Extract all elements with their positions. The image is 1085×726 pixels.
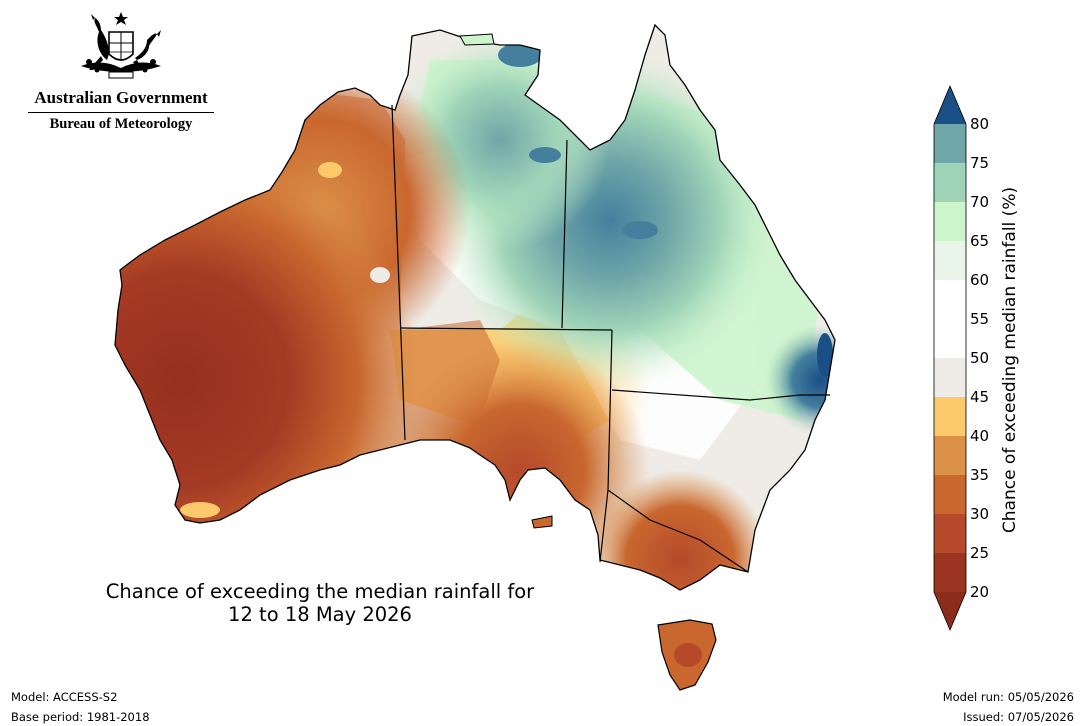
logo-divider bbox=[28, 112, 214, 113]
colorbar-bin-40-45 bbox=[934, 397, 966, 436]
colorbar-tick-30: 30 bbox=[970, 505, 990, 523]
colorbar-tick-25: 25 bbox=[970, 544, 990, 562]
colorbar-bin-25-30 bbox=[934, 514, 966, 553]
bureau-name: Bureau of Meteorology bbox=[49, 116, 193, 132]
tasmania bbox=[657, 619, 717, 691]
colorbar-tick-80: 80 bbox=[970, 115, 990, 133]
colorbar-bin-45-50 bbox=[934, 358, 966, 397]
melville-island bbox=[459, 33, 495, 46]
colorbar-tick-45: 45 bbox=[970, 388, 990, 406]
colorbar-under-arrow bbox=[934, 592, 966, 630]
colorbar bbox=[933, 84, 967, 632]
kangaroo-island bbox=[531, 515, 553, 529]
base-period-label: Base period: 1981-2018 bbox=[11, 710, 150, 724]
colorbar-bin-30-35 bbox=[934, 475, 966, 514]
colorbar-bin-55-60 bbox=[934, 280, 966, 319]
colorbar-label: Chance of exceeding median rainfall (%) bbox=[1000, 186, 1020, 534]
colorbar-bin-65-70 bbox=[934, 202, 966, 241]
colorbar-bin-35-40 bbox=[934, 436, 966, 475]
map-title: Chance of exceeding the median rainfall … bbox=[60, 580, 580, 626]
colorbar-tick-60: 60 bbox=[970, 271, 990, 289]
australia-rainfall-map bbox=[114, 24, 836, 691]
colorbar-tick-50: 50 bbox=[970, 349, 990, 367]
map-title-line1: Chance of exceeding the median rainfall … bbox=[105, 580, 535, 603]
coat-of-arms-icon bbox=[81, 12, 161, 79]
colorbar-tick-20: 20 bbox=[970, 583, 990, 601]
colorbar-over-arrow bbox=[934, 86, 966, 124]
colorbar-bin-20-25 bbox=[934, 553, 966, 592]
colorbar-bin-70-75 bbox=[934, 163, 966, 202]
colorbar-tick-65: 65 bbox=[970, 232, 990, 250]
map-title-line2: 12 to 18 May 2026 bbox=[228, 603, 412, 626]
state-borders bbox=[391, 104, 830, 573]
colorbar-tick-40: 40 bbox=[970, 427, 990, 445]
model-run-label: Model run: 05/05/2026 bbox=[942, 690, 1074, 704]
government-name: Australian Government bbox=[34, 88, 208, 107]
colorbar-tick-75: 75 bbox=[970, 154, 990, 172]
colorbar-tick-35: 35 bbox=[970, 466, 990, 484]
colorbar-bin-75-80 bbox=[934, 124, 966, 163]
model-label: Model: ACCESS-S2 bbox=[11, 690, 118, 704]
bom-logo: Australian Government Bureau of Meteorol… bbox=[28, 10, 214, 133]
colorbar-outline bbox=[933, 84, 967, 632]
colorbar-bin-60-65 bbox=[934, 241, 966, 280]
colorbar-tick-70: 70 bbox=[970, 193, 990, 211]
issued-label: Issued: 07/05/2026 bbox=[963, 710, 1074, 724]
colorbar-bin-50-55 bbox=[934, 319, 966, 358]
colorbar-tick-55: 55 bbox=[970, 310, 990, 328]
